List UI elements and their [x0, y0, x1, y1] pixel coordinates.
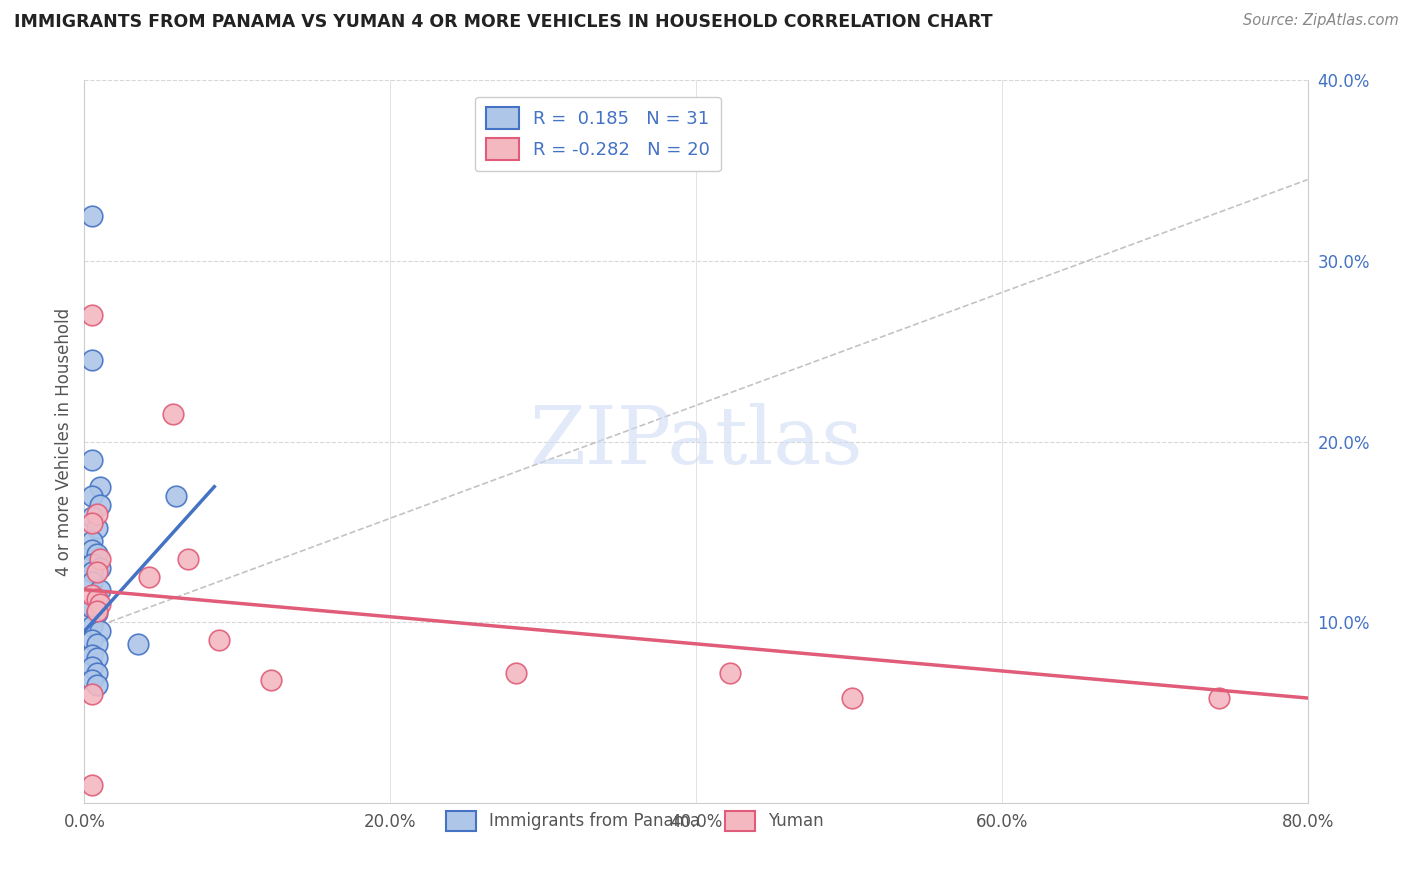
- Point: [86, 591, 108, 606]
- Point: [89, 561, 111, 575]
- Point: [162, 408, 184, 422]
- Point: [80, 565, 103, 579]
- Point: [80, 575, 103, 590]
- Point: [86, 547, 108, 561]
- Point: [127, 637, 149, 651]
- Point: [80, 533, 103, 548]
- Point: [80, 687, 103, 701]
- Point: [260, 673, 283, 687]
- Text: ZIPatlas: ZIPatlas: [529, 402, 863, 481]
- Point: [80, 452, 103, 467]
- Point: [89, 597, 111, 611]
- Point: [80, 648, 103, 662]
- Point: [86, 521, 108, 535]
- Point: [80, 600, 103, 615]
- Point: [80, 558, 103, 572]
- Point: [80, 633, 103, 648]
- Point: [89, 480, 111, 494]
- Point: [86, 507, 108, 521]
- Text: IMMIGRANTS FROM PANAMA VS YUMAN 4 OR MORE VEHICLES IN HOUSEHOLD CORRELATION CHAR: IMMIGRANTS FROM PANAMA VS YUMAN 4 OR MOR…: [14, 13, 993, 31]
- Point: [80, 778, 103, 792]
- Legend: Immigrants from Panama, Yuman: Immigrants from Panama, Yuman: [439, 805, 831, 838]
- Point: [208, 633, 231, 648]
- Point: [86, 637, 108, 651]
- Text: Source: ZipAtlas.com: Source: ZipAtlas.com: [1243, 13, 1399, 29]
- Point: [80, 209, 103, 223]
- Point: [89, 498, 111, 512]
- Point: [841, 691, 863, 706]
- Point: [80, 673, 103, 687]
- Point: [177, 552, 200, 566]
- Point: [86, 565, 108, 579]
- Point: [1208, 691, 1230, 706]
- Point: [165, 489, 187, 503]
- Point: [86, 604, 108, 618]
- Point: [86, 651, 108, 665]
- Point: [86, 665, 108, 680]
- Point: [80, 619, 103, 633]
- Point: [89, 624, 111, 639]
- Point: [80, 516, 103, 530]
- Point: [86, 678, 108, 692]
- Point: [80, 510, 103, 524]
- Point: [89, 552, 111, 566]
- Point: [80, 353, 103, 368]
- Point: [505, 665, 527, 680]
- Point: [718, 665, 741, 680]
- Point: [80, 588, 103, 602]
- Point: [80, 308, 103, 322]
- Point: [138, 570, 160, 584]
- Point: [80, 660, 103, 674]
- Point: [80, 542, 103, 557]
- Point: [89, 582, 111, 597]
- Point: [80, 489, 103, 503]
- Point: [86, 593, 108, 607]
- Point: [86, 606, 108, 620]
- Y-axis label: 4 or more Vehicles in Household: 4 or more Vehicles in Household: [55, 308, 73, 575]
